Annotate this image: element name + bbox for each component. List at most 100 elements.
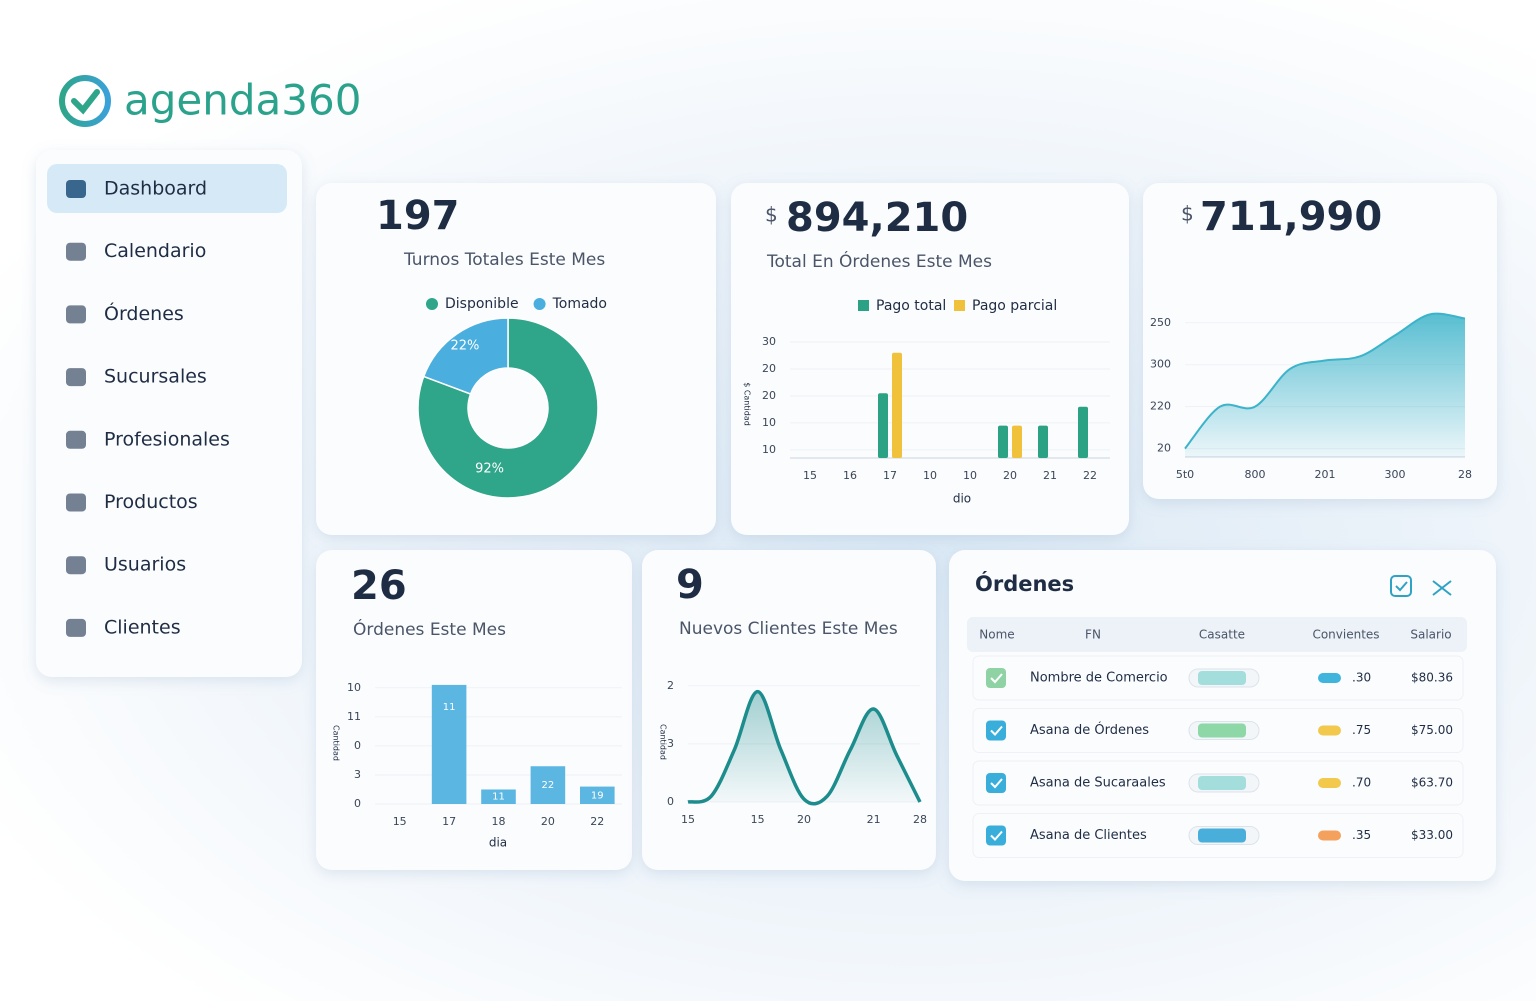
- row-salary: $80.36: [1411, 671, 1453, 685]
- kpi-value: 711,990: [1200, 194, 1382, 240]
- kpi-currency: $: [1181, 202, 1194, 226]
- y-axis-label: Cantidad: [659, 724, 668, 760]
- bar-annotation: 11: [443, 702, 456, 713]
- y-tick-label: 20: [762, 389, 776, 402]
- row-progress: [1198, 723, 1246, 738]
- y-tick-label: 20: [762, 362, 776, 375]
- table-row[interactable]: [972, 708, 1464, 753]
- y-axis-label: $ Cantidad: [743, 382, 752, 426]
- x-tick-label: 20: [797, 813, 811, 826]
- bar: [878, 393, 888, 458]
- brand-name: agenda360: [124, 76, 361, 125]
- nav-item[interactable]: Clientes: [104, 616, 181, 638]
- bar: [998, 425, 1008, 458]
- table-title: Órdenes: [975, 571, 1074, 596]
- line: [687, 689, 922, 806]
- legend-swatch: [954, 300, 965, 311]
- nav-icon: [66, 180, 86, 198]
- kpi-currency: $: [765, 203, 778, 227]
- row-name: Asana de Órdenes: [1030, 722, 1149, 738]
- x-tick-label: 10: [923, 469, 937, 482]
- row-conv: .70: [1352, 776, 1371, 790]
- row-conv: .35: [1352, 828, 1371, 842]
- y-tick-label: 11: [347, 710, 361, 723]
- column-header: Nome: [979, 628, 1014, 642]
- data-label: 92%: [475, 462, 504, 477]
- row-pill: [1318, 673, 1341, 683]
- y-tick-label: 10: [762, 416, 776, 429]
- nav-item[interactable]: Productos: [104, 491, 198, 513]
- row-name: Asana de Clientes: [1030, 828, 1147, 843]
- x-tick-label: 28: [913, 813, 927, 826]
- y-tick-label: 300: [1150, 358, 1171, 371]
- table-row[interactable]: [972, 655, 1464, 701]
- x-tick-label: 5t0: [1176, 468, 1194, 481]
- bar: [530, 766, 566, 804]
- kpi-value: 26: [351, 563, 407, 609]
- kpi-title: Turnos Totales Este Mes: [403, 250, 605, 270]
- nav-icon: [66, 493, 86, 512]
- row-checkbox[interactable]: [986, 773, 1006, 793]
- bar-annotation: 11: [492, 792, 505, 803]
- logo-ring: [59, 75, 111, 127]
- nav-item[interactable]: Profesionales: [104, 428, 230, 450]
- column-header: Salario: [1410, 628, 1451, 642]
- logo: agenda360: [59, 75, 361, 127]
- icon-button[interactable]: [1390, 575, 1412, 597]
- nav-item[interactable]: Sucursales: [104, 366, 207, 388]
- y-tick-label: 0: [354, 797, 361, 810]
- pie-slice: [417, 317, 599, 499]
- x-tick-label: 15: [803, 469, 817, 482]
- bar: [892, 352, 902, 458]
- table-row[interactable]: [972, 813, 1464, 858]
- x-tick-label: 17: [442, 815, 456, 828]
- check-mark: [990, 725, 1003, 736]
- row-progress: [1198, 671, 1246, 685]
- nav-item[interactable]: Calendario: [104, 240, 206, 262]
- row-checkbox[interactable]: [986, 720, 1006, 741]
- x-tick-label: 10: [963, 469, 977, 482]
- kpi-title: Nuevos Clientes Este Mes: [679, 619, 898, 639]
- x-tick-label: 300: [1385, 468, 1406, 481]
- legend-swatch: [426, 298, 438, 310]
- bar: [1078, 406, 1088, 458]
- x-tick-label: 16: [843, 469, 857, 482]
- kpi-value: 9: [676, 562, 704, 608]
- check-mark: [990, 830, 1003, 841]
- row-name: Nombre de Comercio: [1030, 671, 1168, 686]
- kpi-value: 894,210: [786, 195, 968, 241]
- column-header: Casatte: [1199, 628, 1245, 642]
- nav-item[interactable]: Usuarios: [104, 554, 186, 576]
- x-tick-label: 800: [1245, 468, 1266, 481]
- x-tick-label: 22: [590, 815, 604, 828]
- bar-annotation: 22: [542, 780, 555, 791]
- y-tick-label: 10: [347, 681, 361, 694]
- y-tick-label: 3: [667, 737, 674, 750]
- table-row[interactable]: [972, 760, 1464, 806]
- y-tick-label: 0: [667, 795, 674, 808]
- row-salary: $75.00: [1411, 723, 1453, 737]
- row-pill: [1318, 725, 1341, 736]
- x-tick-label: 21: [1043, 469, 1057, 482]
- x-tick-label: 201: [1315, 468, 1336, 481]
- legend-label: Tomado: [552, 296, 607, 312]
- nav-item[interactable]: Órdenes: [104, 301, 184, 325]
- bar-annotation: 19: [591, 790, 604, 801]
- row-pill: [1318, 778, 1341, 788]
- nav-item[interactable]: Dashboard: [104, 178, 207, 200]
- y-axis-label: Cantidad: [332, 725, 341, 761]
- y-tick-label: 10: [762, 443, 776, 456]
- row-checkbox[interactable]: [986, 825, 1006, 846]
- x-tick-label: 15: [751, 813, 765, 826]
- nav-icon: [66, 556, 86, 575]
- row-pill: [1318, 830, 1341, 841]
- legend-label: Pago parcial: [972, 298, 1057, 314]
- sidebar: [36, 150, 302, 677]
- x-tick-label: 20: [1003, 469, 1017, 482]
- x-tick-label: 20: [541, 815, 555, 828]
- x-tick-label: 15: [681, 813, 695, 826]
- icon-button[interactable]: [1432, 580, 1452, 596]
- row-checkbox[interactable]: [986, 668, 1006, 688]
